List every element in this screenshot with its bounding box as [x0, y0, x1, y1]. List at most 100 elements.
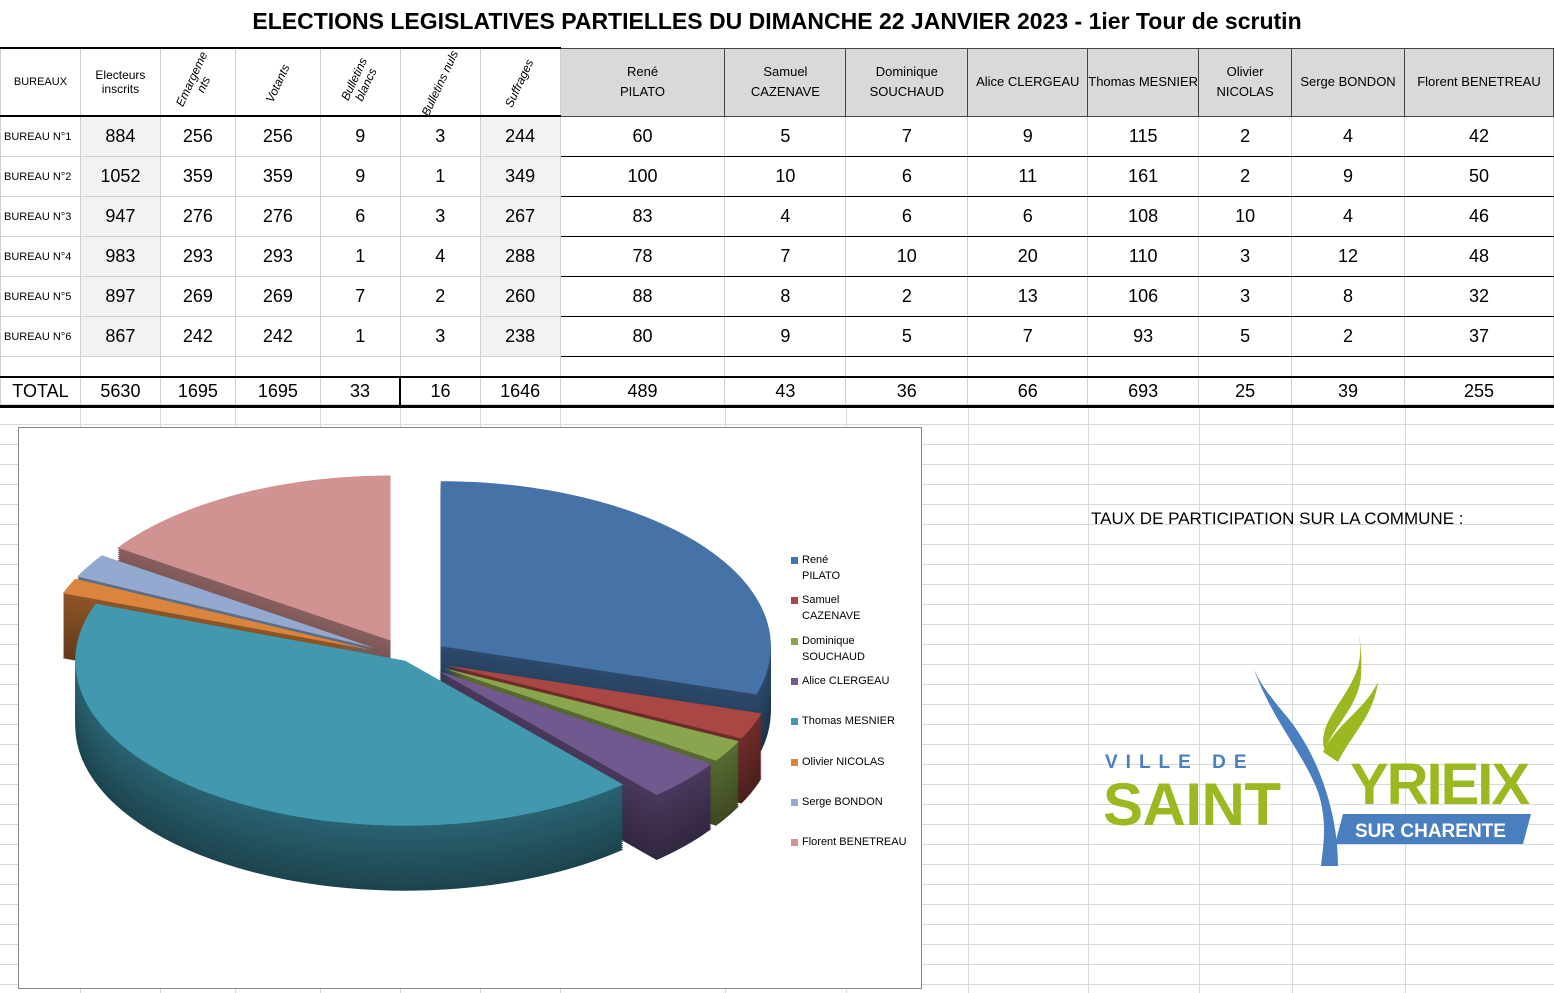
- empty-cell: [724, 356, 847, 378]
- empty-cell: [234, 356, 321, 378]
- cell-votes: 6: [845, 196, 969, 237]
- legend-label: Olivier NICOLAS: [802, 755, 885, 768]
- cell-votes: 32: [1403, 276, 1554, 317]
- header-emargements: Emargeme nts: [159, 47, 236, 117]
- header-blancs: Bulletins blancs: [319, 47, 401, 117]
- cell-votes: 39: [1291, 376, 1405, 408]
- cell-votes: 93: [1087, 316, 1200, 357]
- cell-votes: 2: [1198, 156, 1293, 197]
- table-row: BUREAU N°5 897 269 269 7 2 260 88 8 2 13 106 3 8 32: [0, 276, 1554, 317]
- empty-cell: [319, 356, 401, 378]
- cell-nuls: 16: [399, 376, 481, 408]
- total-row: TOTAL 5630 1695 1695 33 16 1646 489 43 36 66 693 25 3…: [0, 376, 1554, 408]
- cell-votants: 269: [234, 276, 321, 317]
- cell-votes: 115: [1087, 115, 1200, 157]
- legend-swatch: [791, 839, 798, 847]
- cell-votes: 7: [724, 236, 847, 277]
- cell-blancs: 1: [319, 236, 401, 277]
- cell-nuls: 3: [399, 196, 481, 237]
- pie-slice-top: [443, 667, 739, 761]
- gridline: [1405, 404, 1406, 993]
- legend-label: Florent BENETREAU: [802, 836, 907, 849]
- pie-slice-top: [445, 665, 762, 739]
- pie-slice-top: [62, 578, 373, 651]
- cell-votes: 10: [724, 156, 847, 197]
- legend-item: Thomas MESNIER: [791, 713, 922, 729]
- legend-swatch: [791, 637, 798, 645]
- cell-label: TOTAL: [0, 376, 81, 408]
- cell-votes: 83: [559, 196, 726, 237]
- cell-votes: 2: [845, 276, 969, 317]
- cell-emarg: 269: [159, 276, 236, 317]
- cell-nuls: 3: [399, 316, 481, 357]
- empty-cell: [0, 356, 81, 378]
- cell-votes: 9: [1291, 156, 1405, 197]
- cell-emarg: 242: [159, 316, 236, 357]
- cell-votes: 161: [1087, 156, 1200, 197]
- cell-inscrits: 947: [79, 196, 161, 237]
- header-bureaux: BUREAUX: [0, 47, 81, 117]
- participation-label: TAUX DE PARTICIPATION SUR LA COMMUNE :: [1091, 509, 1464, 528]
- results-table: BUREAUX Electeurs inscrits Emargeme nts …: [0, 47, 1554, 408]
- cell-votes: 2: [1291, 316, 1405, 357]
- cell-votes: 4: [724, 196, 847, 237]
- header-suffrages-text: Suffrages: [502, 56, 537, 110]
- cell-votants: 359: [234, 156, 321, 197]
- gridline: [1088, 404, 1089, 993]
- cell-suffrages: 244: [479, 115, 561, 157]
- header-blancs-text: Bulletins blancs: [337, 55, 380, 104]
- cell-votants: 256: [234, 115, 321, 157]
- legend-label: René PILATO: [802, 554, 841, 582]
- legend-item: Florent BENETREAU: [791, 834, 922, 850]
- cell-votes: 110: [1087, 236, 1200, 277]
- legend-item: Alice CLERGEAU: [791, 673, 922, 689]
- header-nuls: Bulletins nuls: [399, 47, 481, 117]
- cell-blancs: 9: [319, 156, 401, 197]
- cell-votes: 50: [1403, 156, 1554, 197]
- logo-ville-de: VILLE DE: [1105, 752, 1255, 773]
- header-candidate: Samuel CAZENAVE: [724, 47, 847, 117]
- cell-votes: 4: [1291, 115, 1405, 157]
- legend-item: René PILATO: [791, 552, 922, 584]
- gridline: [1199, 404, 1200, 993]
- cell-votes: 6: [845, 156, 969, 197]
- cell-blancs: 7: [319, 276, 401, 317]
- cell-votes: 25: [1198, 376, 1293, 408]
- legend-swatch: [791, 597, 798, 605]
- cell-suffrages: 260: [479, 276, 561, 317]
- cell-votes: 8: [724, 276, 847, 317]
- header-suffrages: Suffrages: [479, 47, 561, 117]
- logo-saint: SAINT: [1103, 771, 1281, 838]
- cell-emarg: 1695: [159, 376, 236, 408]
- empty-cell: [1403, 356, 1554, 378]
- legend-label: Samuel CAZENAVE: [802, 594, 861, 623]
- header-votants-text: Votants: [262, 61, 293, 104]
- saint-yrieix-logo: VILLE DE SAINT YRIEIX SUR CHARENTE: [1103, 632, 1531, 866]
- table-row: BUREAU N°6 867 242 242 1 3 238 80 9 5 7 93 5 2 37: [0, 316, 1554, 357]
- cell-suffrages: 288: [479, 236, 561, 277]
- cell-inscrits: 1052: [79, 156, 161, 197]
- cell-votes: 8: [1291, 276, 1405, 317]
- legend-item: Samuel CAZENAVE: [791, 592, 922, 624]
- cell-emarg: 293: [159, 236, 236, 277]
- cell-votes: 3: [1198, 276, 1293, 317]
- cell-blancs: 33: [319, 376, 401, 408]
- legend-swatch: [791, 718, 798, 726]
- cell-suffrages: 1646: [479, 376, 561, 408]
- cell-votes: 12: [1291, 236, 1405, 277]
- header-candidate: Dominique SOUCHAUD: [845, 47, 969, 117]
- logo-yrieix: YRIEIX: [1350, 752, 1530, 817]
- cell-votes: 36: [845, 376, 969, 408]
- header-candidate: René PILATO: [559, 47, 726, 117]
- cell-inscrits: 983: [79, 236, 161, 277]
- pie-slice: [440, 481, 771, 760]
- empty-cell: [845, 356, 969, 378]
- cell-votes: 42: [1403, 115, 1554, 157]
- pie-slice-top: [440, 481, 771, 695]
- gridline: [968, 404, 969, 993]
- page-title: ELECTIONS LEGISLATIVES PARTIELLES DU DIM…: [252, 8, 1302, 34]
- legend-label: Dominique SOUCHAUD: [802, 634, 865, 663]
- cell-emarg: 256: [159, 115, 236, 157]
- pie-slice-top: [117, 475, 391, 641]
- cell-votes: 10: [1198, 196, 1293, 237]
